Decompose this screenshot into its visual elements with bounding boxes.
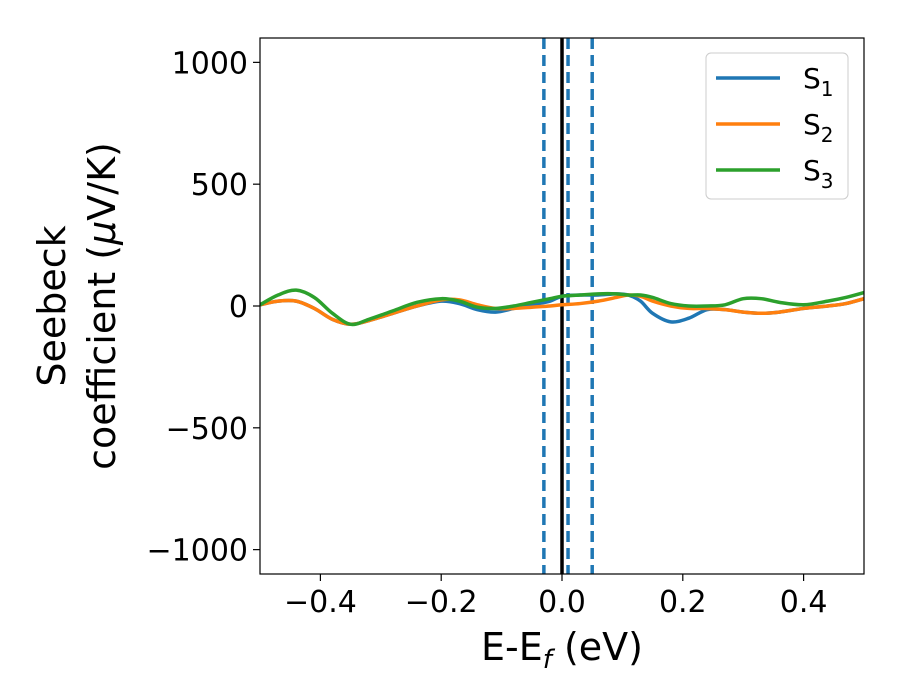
series-line-s3 [260, 288, 864, 327]
x-tick-label: 0.2 [659, 585, 707, 620]
y-tick-label: 500 [191, 168, 248, 203]
y-tick-label: −500 [166, 412, 248, 447]
x-tick-label: −0.4 [284, 585, 357, 620]
series-lines [260, 288, 864, 327]
legend-box [705, 52, 849, 200]
y-tick-label: −1000 [147, 534, 248, 569]
x-axis-title: E-Ef (eV) [481, 625, 643, 675]
y-tick-label: 0 [229, 290, 248, 325]
legend-label-s1: S1 [803, 62, 834, 101]
y-axis-title-line2: coefficient (μV/K) [80, 142, 124, 470]
legend-label-s3: S3 [803, 154, 834, 193]
y-axis-title-line1: Seebeck [30, 225, 74, 386]
legend: S1 S2 S3 [705, 52, 849, 200]
y-tick-label: 1000 [172, 46, 248, 81]
y-axis-title: Seebeck coefficient (μV/K) [30, 142, 124, 470]
y-axis-ticks: −1000 −500 0 500 1000 [147, 46, 260, 569]
x-axis-ticks: −0.4 −0.2 0.0 0.2 0.4 [284, 574, 827, 620]
x-tick-label: 0.0 [538, 585, 586, 620]
legend-label-s2: S2 [803, 108, 834, 147]
x-tick-label: 0.4 [780, 585, 828, 620]
x-tick-label: −0.2 [405, 585, 478, 620]
